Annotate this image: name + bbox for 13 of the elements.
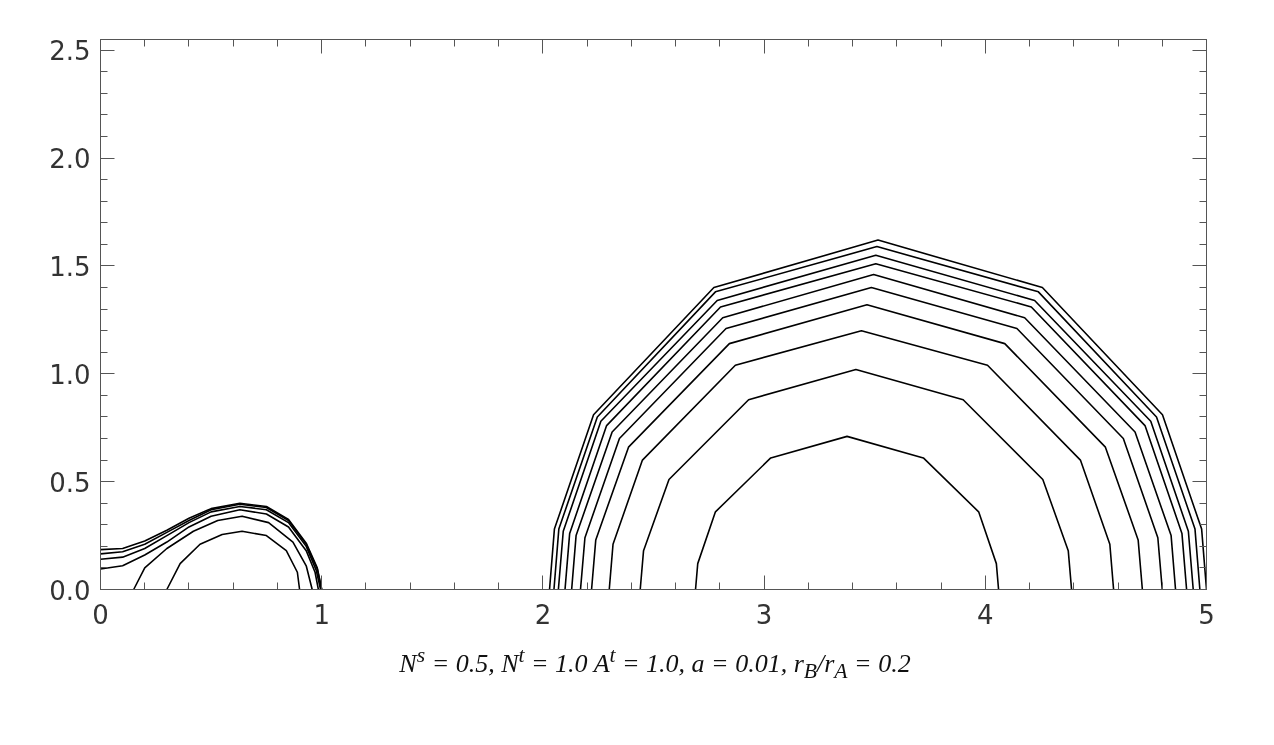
x-tick-label: 2: [534, 599, 552, 630]
y-tick-label: 1.5: [49, 251, 91, 282]
text: N$^{s}$ = 0.5, N$^{t}$ = 1.0 A$^{t}$ = 1.0, a = 0.01, r$_{B}$/r$_{A}$ = 0.2: [399, 643, 911, 683]
y-tick-label: 2.5: [49, 36, 91, 67]
x-tick-label: 1: [313, 599, 330, 630]
y-tick-label: 0.5: [49, 467, 91, 498]
x-tick-label: 5: [1198, 599, 1215, 630]
y-tick-label: 1.0: [49, 359, 91, 390]
x-tick-label: 0: [92, 599, 109, 630]
x-tick-label: 3: [755, 599, 773, 630]
y-tick-label: 2.0: [49, 144, 91, 175]
y-tick-label: 0.0: [49, 575, 91, 606]
x-tick-label: 4: [977, 599, 994, 630]
